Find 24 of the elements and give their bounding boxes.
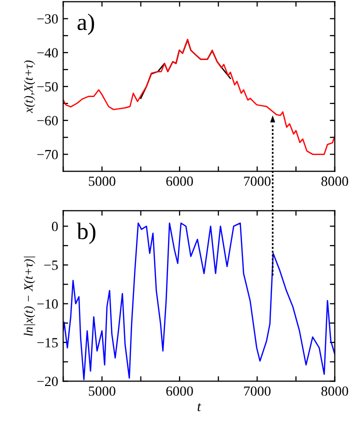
line-series: [63, 38, 335, 155]
x-tick-label: 5000: [88, 386, 116, 396]
x-tick-label: 6000: [166, 386, 193, 396]
y-tick-label: −15: [37, 338, 58, 348]
y-axis-title: ln|x(t) − X(t+τ)|: [24, 256, 36, 336]
annotation: b): [76, 222, 96, 244]
y-tick-label: 0: [52, 222, 58, 232]
x-tick-label: 8000: [321, 386, 348, 396]
y-tick-label: −20: [37, 376, 58, 386]
y-tick-label: −70: [37, 150, 58, 160]
y-tick-label: −5: [44, 260, 58, 270]
y-tick-label: −60: [37, 116, 58, 126]
x-tick-label: 6000: [166, 176, 193, 186]
y-tick-label: −10: [37, 299, 58, 309]
y-tick-label: −50: [37, 82, 58, 92]
x-tick-label: 8000: [321, 176, 348, 186]
x-axis-title: t: [198, 403, 202, 412]
x-tick-label: 7000: [244, 386, 271, 396]
y-axis-title: x(t),X(t+τ): [24, 60, 36, 114]
annotation: a): [78, 14, 94, 35]
y-tick-label: −30: [37, 14, 58, 24]
y-tick-label: −40: [37, 48, 58, 58]
x-tick-label: 5000: [88, 176, 116, 186]
x-tick-label: 7000: [244, 176, 271, 186]
